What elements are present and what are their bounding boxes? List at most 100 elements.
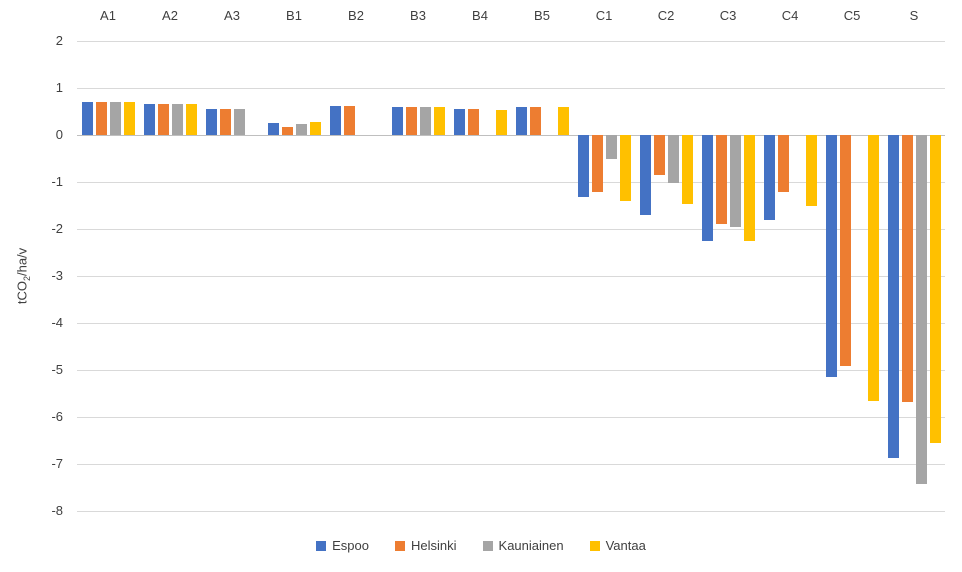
bar-espoo-a1 (81, 102, 93, 135)
legend-label-espoo: Espoo (332, 538, 370, 553)
legend-swatch-vantaa (589, 540, 600, 551)
bar-helsinki-s (901, 135, 913, 402)
bar-kauniainen-a1 (109, 102, 121, 135)
gridline--8 (77, 510, 945, 512)
bar-kauniainen-a2 (171, 104, 183, 135)
legend-item-kauniainen: Kauniainen (482, 538, 564, 553)
bar-vantaa-b5 (557, 106, 569, 135)
y-tick-label--3: -3 (51, 268, 63, 283)
zero-gridline (77, 134, 945, 136)
bar-helsinki-c5 (839, 135, 851, 367)
gridline--6 (77, 416, 945, 418)
bar-espoo-b5 (515, 106, 527, 135)
category-label-b1: B1 (286, 8, 302, 23)
gridline--4 (77, 322, 945, 324)
legend: Espoo Helsinki Kauniainen Vantaa (0, 538, 962, 553)
bar-helsinki-a3 (219, 109, 231, 135)
legend-item-helsinki: Helsinki (395, 538, 457, 553)
bar-espoo-c3 (701, 135, 713, 241)
bar-kauniainen-a3 (233, 109, 245, 135)
legend-label-vantaa: Vantaa (605, 538, 646, 553)
legend-label-kauniainen: Kauniainen (498, 538, 564, 553)
gridline--1 (77, 181, 945, 183)
bar-helsinki-a2 (157, 104, 169, 135)
y-tick-label-0: 0 (55, 127, 63, 142)
bar-helsinki-c3 (715, 135, 727, 225)
bar-vantaa-c3 (743, 135, 755, 242)
bar-espoo-c4 (763, 135, 775, 220)
category-label-b5: B5 (534, 8, 550, 23)
category-label-a3: A3 (224, 8, 240, 23)
bar-helsinki-c2 (653, 135, 665, 176)
y-axis-title-prefix: tCO (14, 281, 30, 305)
category-label-s: S (909, 8, 919, 23)
gridline-2 (77, 40, 945, 42)
bar-kauniainen-c1 (605, 135, 617, 160)
category-label-a2: A2 (162, 8, 178, 23)
bar-helsinki-b2 (343, 105, 355, 135)
category-label-b3: B3 (410, 8, 426, 23)
y-tick-label--8: -8 (51, 503, 63, 518)
bar-espoo-c5 (825, 135, 837, 378)
y-tick-label--4: -4 (51, 315, 63, 330)
category-label-c2: C2 (657, 8, 675, 23)
bar-kauniainen-b1 (295, 123, 307, 135)
bar-helsinki-b3 (405, 106, 417, 135)
bar-espoo-c2 (639, 135, 651, 215)
bar-vantaa-c1 (619, 135, 631, 201)
y-tick-label--6: -6 (51, 409, 63, 424)
legend-item-vantaa: Vantaa (589, 538, 646, 553)
bar-espoo-a2 (143, 104, 155, 135)
bar-vantaa-s (929, 135, 941, 443)
bar-espoo-s (887, 135, 899, 458)
category-label-b2: B2 (348, 8, 364, 23)
legend-label-helsinki: Helsinki (411, 538, 457, 553)
bar-espoo-c1 (577, 135, 589, 198)
bar-helsinki-b4 (467, 109, 479, 135)
y-tick-label--7: -7 (51, 456, 63, 471)
category-label-c3: C3 (719, 8, 737, 23)
bar-vantaa-c4 (805, 135, 817, 206)
category-label-c4: C4 (781, 8, 799, 23)
gridline-1 (77, 87, 945, 89)
bar-kauniainen-c3 (729, 135, 741, 228)
bar-kauniainen-b3 (419, 106, 431, 135)
y-tick-label-2: 2 (55, 33, 63, 48)
bar-vantaa-a1 (123, 102, 135, 135)
bar-espoo-b2 (329, 105, 341, 135)
bar-vantaa-b4 (495, 110, 507, 135)
bar-helsinki-b5 (529, 106, 541, 135)
category-label-a1: A1 (100, 8, 116, 23)
bar-espoo-b4 (453, 109, 465, 135)
legend-item-espoo: Espoo (316, 538, 369, 553)
bar-vantaa-a2 (185, 104, 197, 135)
bar-helsinki-a1 (95, 102, 107, 135)
y-tick-label-1: 1 (55, 80, 63, 95)
bar-helsinki-c4 (777, 135, 789, 193)
bar-vantaa-b1 (309, 121, 321, 135)
gridline--2 (77, 228, 945, 230)
legend-swatch-helsinki (395, 540, 406, 551)
category-label-c5: C5 (843, 8, 861, 23)
gridline--3 (77, 275, 945, 277)
bar-vantaa-c2 (681, 135, 693, 204)
bar-vantaa-c5 (867, 135, 879, 402)
y-tick-label--2: -2 (51, 221, 63, 236)
category-label-b4: B4 (472, 8, 488, 23)
bar-espoo-a3 (205, 109, 217, 135)
gridline--5 (77, 369, 945, 371)
bar-helsinki-c1 (591, 135, 603, 193)
bar-kauniainen-c2 (667, 135, 679, 183)
y-tick-label--1: -1 (51, 174, 63, 189)
bar-vantaa-b3 (433, 106, 445, 135)
bar-espoo-b1 (267, 123, 279, 135)
category-label-c1: C1 (595, 8, 613, 23)
bar-helsinki-b1 (281, 126, 293, 135)
gridline--7 (77, 463, 945, 465)
bar-espoo-b3 (391, 106, 403, 135)
legend-swatch-kauniainen (482, 540, 493, 551)
legend-swatch-espoo (316, 540, 327, 551)
y-tick-label--5: -5 (51, 362, 63, 377)
bar-kauniainen-s (915, 135, 927, 485)
